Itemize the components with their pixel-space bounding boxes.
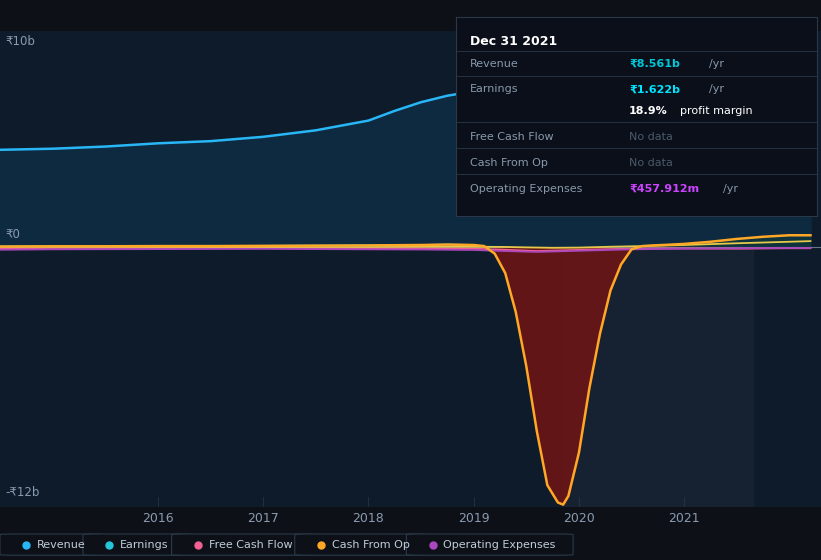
FancyBboxPatch shape <box>172 534 315 555</box>
Text: ₹457.912m: ₹457.912m <box>629 184 699 194</box>
FancyBboxPatch shape <box>406 534 573 555</box>
Text: ₹8.561b: ₹8.561b <box>629 59 680 68</box>
Text: Cash From Op: Cash From Op <box>332 540 410 549</box>
Text: -₹12b: -₹12b <box>5 486 39 499</box>
Text: 2020: 2020 <box>563 511 594 525</box>
FancyBboxPatch shape <box>83 534 192 555</box>
Text: Free Cash Flow: Free Cash Flow <box>470 132 553 142</box>
Text: 18.9%: 18.9% <box>629 106 667 116</box>
Text: 2016: 2016 <box>142 511 174 525</box>
Text: Revenue: Revenue <box>37 540 85 549</box>
Text: Dec 31 2021: Dec 31 2021 <box>470 35 557 48</box>
Text: /yr: /yr <box>709 85 723 95</box>
Text: No data: No data <box>629 132 673 142</box>
Text: Earnings: Earnings <box>470 85 519 95</box>
Text: Operating Expenses: Operating Expenses <box>443 540 556 549</box>
Text: profit margin: profit margin <box>680 106 752 116</box>
Text: No data: No data <box>629 158 673 168</box>
Text: 2019: 2019 <box>458 511 489 525</box>
Text: /yr: /yr <box>709 59 723 68</box>
Text: ₹0: ₹0 <box>5 228 21 241</box>
Text: /yr: /yr <box>723 184 738 194</box>
Text: 2017: 2017 <box>247 511 279 525</box>
Text: Free Cash Flow: Free Cash Flow <box>209 540 292 549</box>
Text: Operating Expenses: Operating Expenses <box>470 184 582 194</box>
Text: Revenue: Revenue <box>470 59 519 68</box>
Text: Cash From Op: Cash From Op <box>470 158 548 168</box>
Text: 2018: 2018 <box>352 511 384 525</box>
Text: Earnings: Earnings <box>120 540 168 549</box>
FancyBboxPatch shape <box>0 534 103 555</box>
Bar <box>563 31 753 507</box>
Text: ₹10b: ₹10b <box>5 35 35 48</box>
FancyBboxPatch shape <box>295 534 427 555</box>
Text: 2021: 2021 <box>668 511 700 525</box>
Text: ₹1.622b: ₹1.622b <box>629 85 680 95</box>
